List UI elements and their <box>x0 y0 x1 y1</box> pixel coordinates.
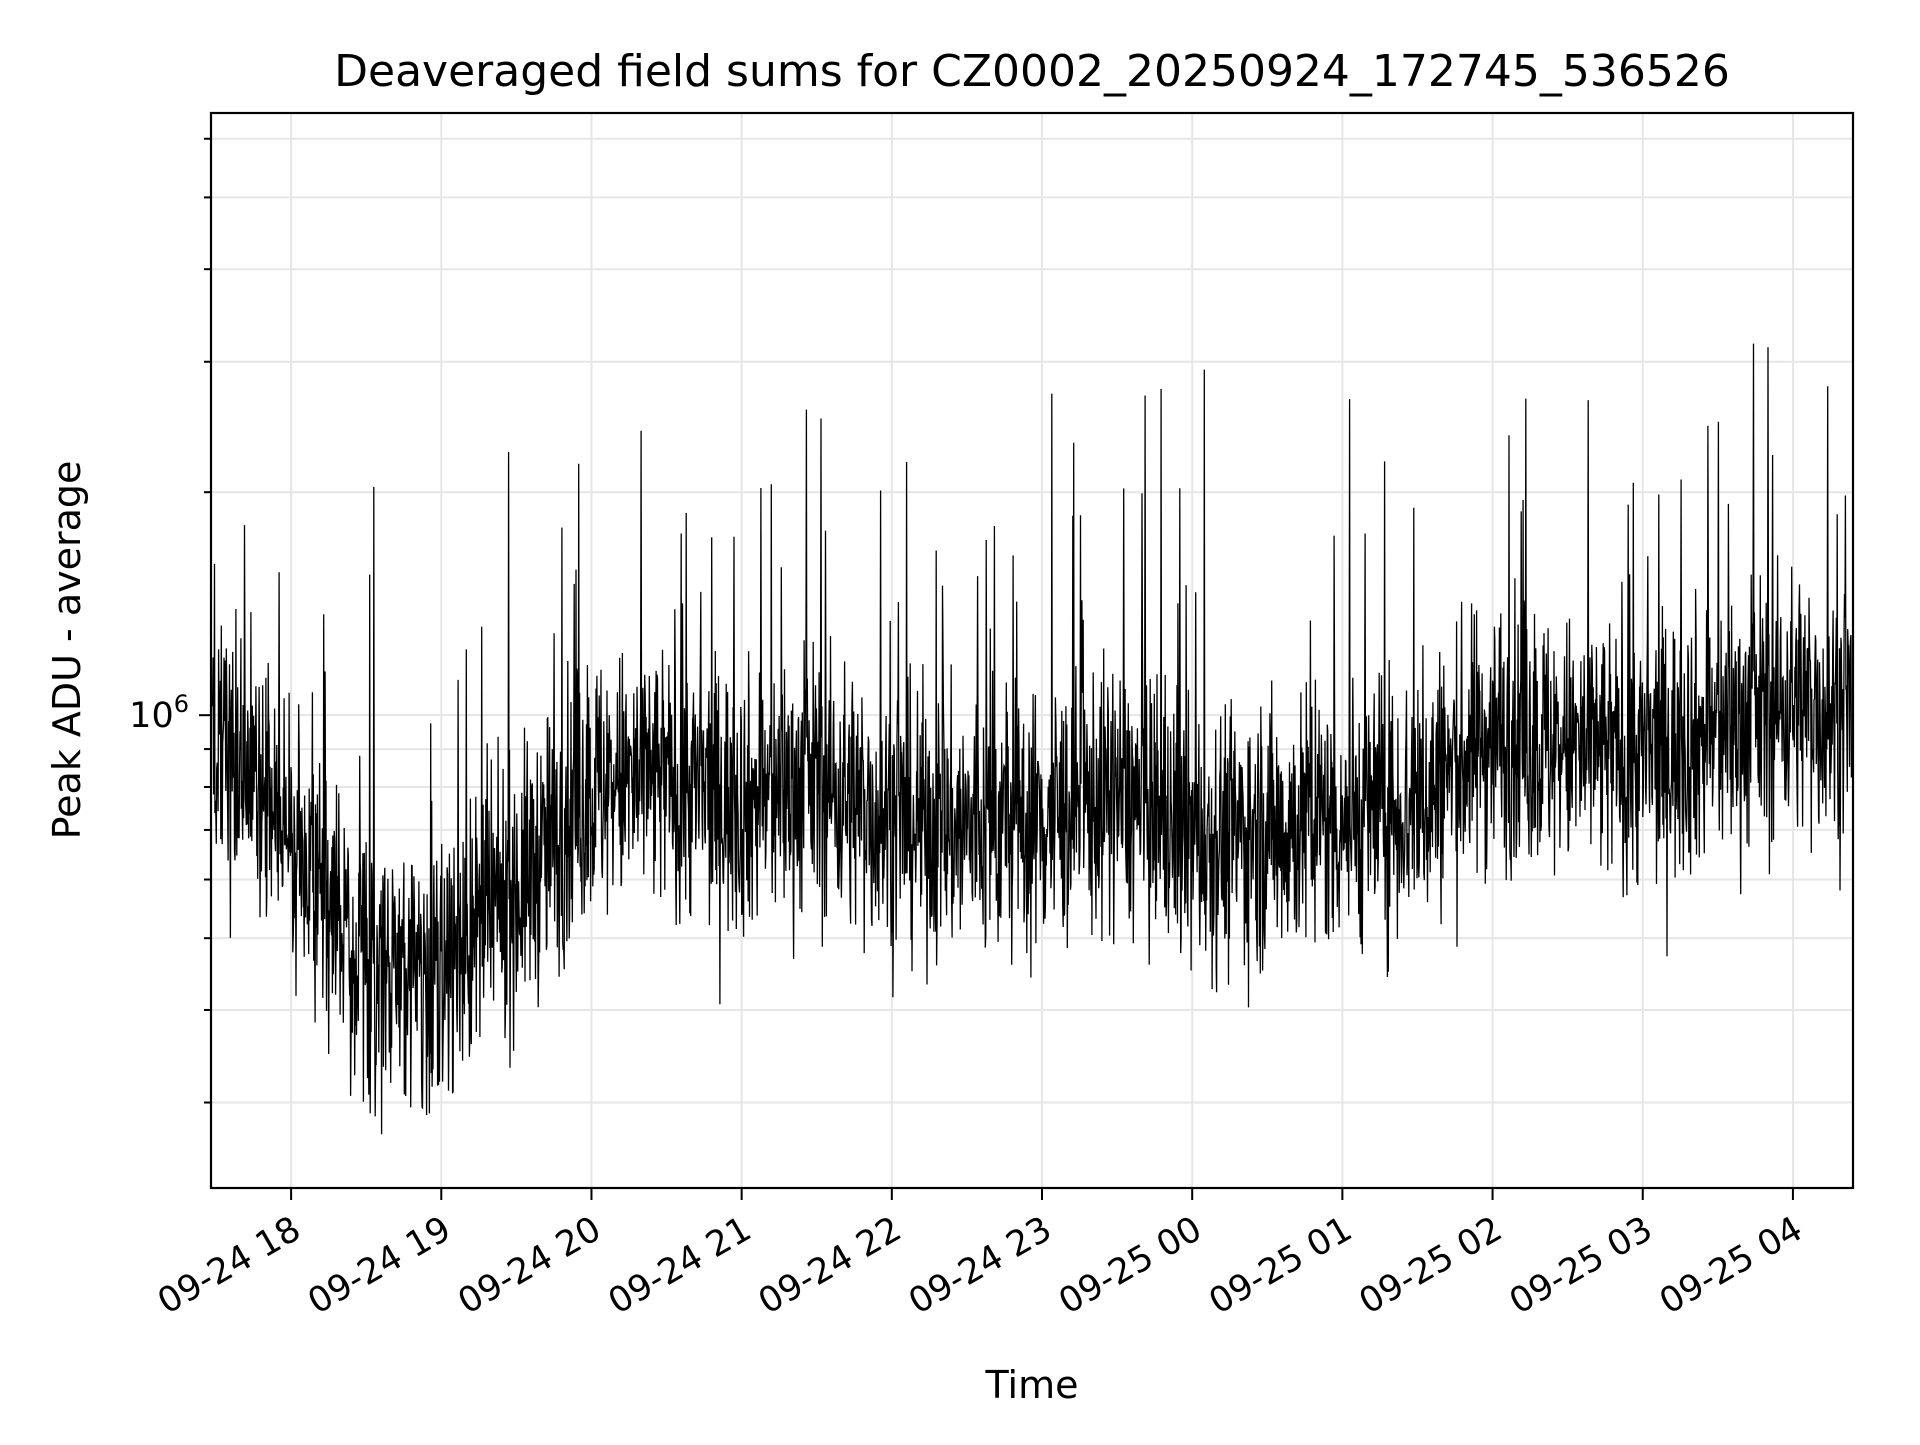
plot-frame <box>209 111 1855 1190</box>
series-line <box>211 343 1853 1135</box>
chart-title: Deaveraged field sums for CZ0002_2025092… <box>334 46 1730 97</box>
plot-area <box>211 343 1853 1135</box>
y-axis-label: Peak ADU - average <box>45 461 89 840</box>
x-axis-label: Time <box>985 1363 1079 1407</box>
y-tick-label: 106 <box>129 690 189 736</box>
y-axis: 106 <box>129 137 211 1104</box>
